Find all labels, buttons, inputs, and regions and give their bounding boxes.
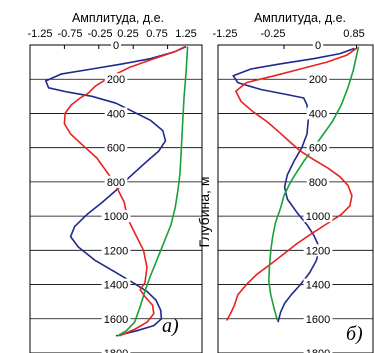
panel-a-y-tick-label: 1200 (104, 245, 128, 257)
panel-b-y-tick-bg (306, 175, 330, 188)
panel-b-frame (217, 44, 374, 353)
y-axis-label: Глубина, м (196, 177, 212, 248)
panel-a-series-line-2 (63, 45, 186, 337)
panel-a-y-tick-label: 1000 (104, 211, 128, 223)
panel-b-y-tick-bg (306, 73, 330, 86)
panel-b-y-tick-bg (303, 347, 333, 353)
panel-a-x-tick-label: -0.75 (57, 28, 82, 40)
panel-b-y-tick-label: 1000 (306, 211, 330, 223)
panel-b-series (225, 46, 360, 323)
panel-b-y-tick-label: 1400 (306, 280, 330, 292)
panel-a-y-tick-bg (110, 39, 122, 51)
panel-b-y-tick-bg (303, 244, 333, 257)
panel-a-y-tick-bg (104, 175, 128, 188)
panel-a-y-tick-label: 1400 (104, 280, 128, 292)
panel-b-y-tick-label: 1800 (306, 348, 330, 353)
panel-b-y-tick-label: 200 (309, 74, 327, 86)
panel-a-series-line-3 (117, 46, 189, 337)
panel-b: Амплитуда, д.е. -1.25 -0.25 0.85 0 200 400 60… (212, 11, 374, 353)
panel-b-x-tick-label: 0.85 (343, 28, 364, 40)
panel-b-y-tick-label: 0 (315, 40, 321, 52)
panel-b-series-line-3 (268, 46, 360, 321)
panel-a-x-tick-label: -0.25 (87, 28, 112, 40)
panel-b-y-tick-bg (306, 107, 330, 120)
panel-a-label: а) (162, 315, 179, 337)
panel-b-y-tick-label: 600 (309, 143, 327, 155)
panel-a-y-tick-bg (101, 312, 131, 325)
panel-b-y-tick-label: 1600 (306, 314, 330, 326)
panel-b-y-tick-label: 800 (309, 177, 327, 189)
panel-a-x-ticks: -1.25 -0.75 -0.25 0.25 0.75 1.25 (27, 28, 203, 49)
panel-a: Амплитуда, д.е. -1.25 -0.75 -0.25 0.25 0.75 1… (27, 11, 203, 353)
panel-b-x-tick-label: -1.25 (212, 28, 237, 40)
panel-b-y-tick-bg (312, 39, 324, 51)
panel-b-y-tick-bg (303, 210, 333, 223)
panel-a-x-tick-label: 0.25 (117, 28, 138, 40)
panel-b-y-tick-bg (303, 278, 333, 291)
panel-a-y-tick-bg (104, 73, 128, 86)
panel-b-y-ticks: 0 200 400 600 800 1000 1200 1400 1600 1800 (303, 39, 333, 353)
panel-b-grid (218, 44, 373, 353)
panel-a-y-tick-bg (104, 141, 128, 154)
panel-a-y-tick-label: 1600 (104, 314, 128, 326)
panel-b-y-tick-bg (303, 312, 333, 325)
panel-b-x-ticks: -1.25 -0.25 0.85 (212, 28, 365, 49)
panel-a-series (45, 45, 189, 337)
panel-b-title: Амплитуда, д.е. (254, 11, 346, 25)
panel-a-x-tick-label: -1.25 (27, 28, 52, 40)
panel-a-title: Амплитуда, д.е. (72, 11, 164, 25)
panel-b-y-tick-label: 1200 (306, 245, 330, 257)
panel-b-y-tick-label: 400 (309, 108, 327, 120)
panel-a-x-tick-label: 1.25 (175, 28, 196, 40)
panel-a-y-tick-bg (101, 244, 131, 257)
panel-a-y-tick-label: 1800 (104, 348, 128, 353)
panel-a-y-tick-label: 800 (107, 177, 125, 189)
panel-b-series-line-1 (232, 47, 355, 323)
panel-a-series-line-1 (45, 45, 187, 337)
panel-a-x-tick-label: 0.75 (146, 28, 167, 40)
panel-b-label: б) (346, 323, 363, 345)
panel-a-y-tick-bg (104, 107, 128, 120)
panel-a-y-tick-bg (101, 347, 131, 353)
panel-a-y-tick-bg (101, 278, 131, 291)
panel-a-y-tick-bg (101, 210, 131, 223)
panel-b-y-tick-bg (306, 141, 330, 154)
panel-b-series-line-2 (225, 47, 357, 321)
panel-b-x-tick-label: -0.25 (260, 28, 285, 40)
panel-a-y-ticks: 0 200 400 600 800 1000 1200 1400 1600 1800 (101, 39, 131, 353)
panel-a-y-tick-label: 0 (113, 40, 119, 52)
panel-a-y-tick-label: 600 (107, 143, 125, 155)
panel-a-y-tick-label: 400 (107, 108, 125, 120)
panel-a-y-tick-label: 200 (107, 74, 125, 86)
